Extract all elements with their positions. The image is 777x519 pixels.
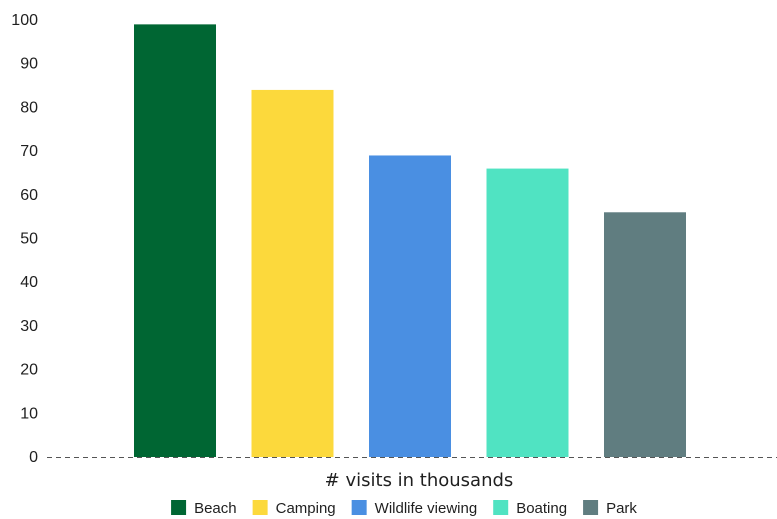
y-axis-ticks: 0 10 20 30 40 50 60 70 80 90 100 — [11, 12, 38, 466]
y-tick-label: 40 — [20, 274, 38, 291]
y-tick-label: 0 — [29, 449, 38, 466]
legend-swatch — [171, 500, 187, 515]
legend-item: Park — [583, 500, 637, 517]
bar-boating — [486, 168, 569, 457]
x-axis-label: # visits in thousands — [325, 470, 514, 491]
legend-label: Park — [606, 500, 637, 517]
y-tick-label: 80 — [20, 99, 38, 116]
y-tick-label: 70 — [20, 143, 38, 160]
legend-label: Beach — [194, 500, 237, 517]
bars — [134, 24, 686, 458]
legend-item: Wildlife viewing — [351, 500, 478, 517]
bar-camping — [251, 89, 334, 458]
legend-item: Camping — [252, 500, 336, 517]
y-tick-label: 60 — [20, 187, 38, 204]
y-tick-label: 50 — [20, 231, 38, 248]
legend-label: Camping — [276, 500, 336, 517]
y-tick-label: 100 — [11, 12, 38, 29]
y-tick-label: 20 — [20, 362, 38, 379]
legend-label: Wildlife viewing — [375, 500, 478, 517]
bar-park — [604, 212, 686, 457]
legend-swatch — [493, 500, 509, 515]
legend-label: Boating — [516, 500, 567, 517]
legend-item: Boating — [493, 500, 567, 517]
y-tick-label: 10 — [20, 405, 38, 422]
legend-swatch — [583, 500, 599, 515]
y-tick-label: 90 — [20, 56, 38, 73]
bar-beach — [134, 24, 216, 458]
legend-swatch — [351, 500, 367, 515]
legend-swatch — [252, 500, 268, 515]
y-tick-label: 30 — [20, 318, 38, 335]
legend-item: Beach — [171, 500, 237, 517]
bar-wildlife-viewing — [369, 155, 451, 457]
legend: Beach Camping Wildlife viewing Boating Park — [171, 500, 637, 517]
